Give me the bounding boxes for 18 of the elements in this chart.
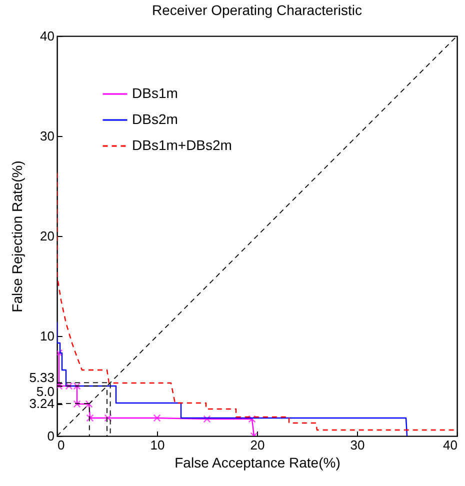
x-tick-label: 40	[443, 438, 458, 452]
x-tick-label: 0	[58, 438, 65, 452]
legend-label: DBs2m	[132, 111, 178, 127]
x-axis-title: False Acceptance Rate(%)	[174, 454, 340, 470]
legend-label: DBs1m+DBs2m	[132, 137, 232, 153]
y-tick-label: 5.0	[36, 384, 54, 399]
chart-title: Receiver Operating Characteristic	[152, 2, 362, 18]
x-tick-label: 30	[350, 438, 365, 452]
legend-label: DBs1m	[132, 85, 178, 101]
y-tick-label: 30	[40, 128, 54, 144]
y-axis-title: False Rejection Rate(%)	[9, 160, 26, 312]
x-tick-label: 10	[150, 438, 165, 452]
y-tick-label: 20	[40, 228, 54, 244]
y-tick-label: 10	[40, 328, 54, 344]
y-tick-label: 5.33	[29, 370, 54, 385]
x-tick-label: 20	[250, 438, 265, 452]
y-tick-label: 3.24	[29, 396, 54, 412]
y-tick-label: 40	[40, 28, 54, 44]
